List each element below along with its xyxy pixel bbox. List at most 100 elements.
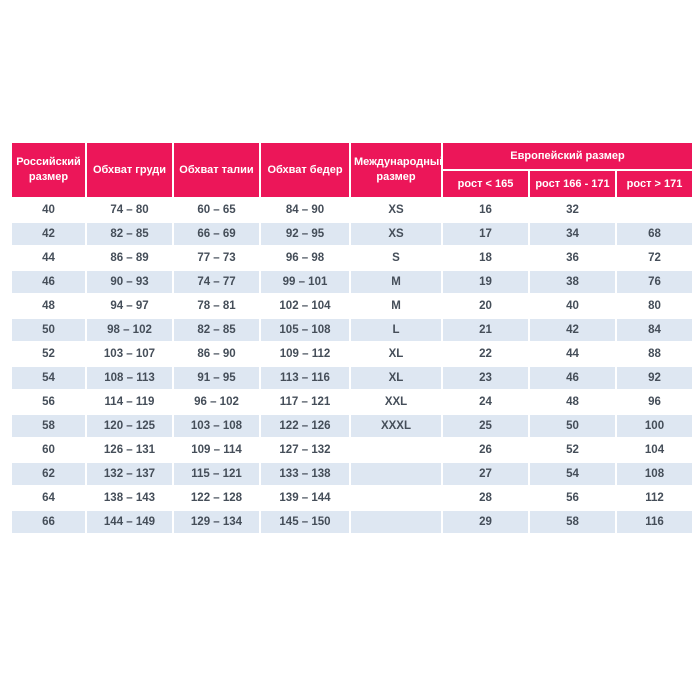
cell-international: XL [349, 365, 443, 391]
header-height-gt-171: рост > 171 [614, 169, 695, 199]
header-height-lt-165: рост < 165 [441, 169, 530, 199]
cell-height_lt_165: 28 [441, 485, 530, 511]
table-row: 40 74 – 80 60 – 65 84 – 90 XS 16 32 [10, 197, 695, 223]
cell-height_gt_171: 68 [614, 221, 695, 247]
cell-russian_size: 54 [10, 365, 87, 391]
cell-waist: 60 – 65 [172, 197, 261, 223]
table-row: 58 120 – 125 103 – 108 122 – 126 XXXL 25 50 100 [10, 413, 695, 439]
cell-chest: 138 – 143 [85, 485, 174, 511]
cell-russian_size: 52 [10, 341, 87, 367]
cell-international: L [349, 317, 443, 343]
cell-waist: 109 – 114 [172, 437, 261, 463]
cell-chest: 108 – 113 [85, 365, 174, 391]
cell-waist: 78 – 81 [172, 293, 261, 319]
cell-waist: 115 – 121 [172, 461, 261, 487]
cell-height_gt_171: 96 [614, 389, 695, 415]
table-row: 60 126 – 131 109 – 114 127 – 132 26 52 104 [10, 437, 695, 463]
cell-height_lt_165: 26 [441, 437, 530, 463]
header-waist: Обхват талии [172, 141, 261, 199]
cell-hips: 84 – 90 [259, 197, 351, 223]
cell-height_gt_171 [614, 197, 695, 223]
cell-waist: 129 – 134 [172, 509, 261, 535]
cell-international [349, 485, 443, 511]
cell-russian_size: 56 [10, 389, 87, 415]
cell-russian_size: 46 [10, 269, 87, 295]
header-hips: Обхват бедер [259, 141, 351, 199]
cell-height_166_171: 34 [528, 221, 617, 247]
cell-height_gt_171: 92 [614, 365, 695, 391]
table-row: 54 108 – 113 91 – 95 113 – 116 XL 23 46 92 [10, 365, 695, 391]
cell-height_166_171: 42 [528, 317, 617, 343]
header-row-sub: рост < 165 рост 166 - 171 рост > 171 [11, 169, 695, 199]
cell-chest: 94 – 97 [85, 293, 174, 319]
table-row: 62 132 – 137 115 – 121 133 – 138 27 54 108 [10, 461, 695, 487]
header-chest: Обхват груди [85, 141, 174, 199]
cell-chest: 98 – 102 [85, 317, 174, 343]
table-row: 44 86 – 89 77 – 73 96 – 98 S 18 36 72 [10, 245, 695, 271]
cell-hips: 102 – 104 [259, 293, 351, 319]
cell-height_gt_171: 100 [614, 413, 695, 439]
cell-hips: 122 – 126 [259, 413, 351, 439]
cell-hips: 96 – 98 [259, 245, 351, 271]
cell-russian_size: 44 [10, 245, 87, 271]
cell-international: XL [349, 341, 443, 367]
cell-hips: 127 – 132 [259, 437, 351, 463]
cell-height_lt_165: 25 [441, 413, 530, 439]
cell-height_lt_165: 24 [441, 389, 530, 415]
cell-waist: 96 – 102 [172, 389, 261, 415]
header-european-size-group: Европейский размер [440, 141, 695, 171]
cell-international: M [349, 293, 443, 319]
cell-height_166_171: 36 [528, 245, 617, 271]
cell-russian_size: 60 [10, 437, 87, 463]
cell-height_lt_165: 19 [441, 269, 530, 295]
table-row: 46 90 – 93 74 – 77 99 – 101 M 19 38 76 [10, 269, 695, 295]
cell-hips: 99 – 101 [259, 269, 351, 295]
cell-russian_size: 40 [10, 197, 87, 223]
cell-height_gt_171: 76 [614, 269, 695, 295]
cell-chest: 126 – 131 [85, 437, 174, 463]
cell-height_166_171: 58 [528, 509, 617, 535]
cell-chest: 82 – 85 [85, 221, 174, 247]
cell-chest: 114 – 119 [85, 389, 174, 415]
size-table: Российский размер Обхват груди Обхват та… [10, 141, 695, 535]
cell-hips: 133 – 138 [259, 461, 351, 487]
cell-height_gt_171: 80 [614, 293, 695, 319]
cell-height_166_171: 38 [528, 269, 617, 295]
cell-waist: 86 – 90 [172, 341, 261, 367]
table-row: 66 144 – 149 129 – 134 145 – 150 29 58 116 [10, 509, 695, 535]
cell-russian_size: 64 [10, 485, 87, 511]
cell-height_lt_165: 20 [441, 293, 530, 319]
cell-waist: 91 – 95 [172, 365, 261, 391]
cell-russian_size: 58 [10, 413, 87, 439]
cell-international: XS [349, 221, 443, 247]
cell-height_lt_165: 29 [441, 509, 530, 535]
cell-chest: 86 – 89 [85, 245, 174, 271]
cell-height_gt_171: 104 [614, 437, 695, 463]
cell-height_lt_165: 17 [441, 221, 530, 247]
cell-height_166_171: 40 [528, 293, 617, 319]
cell-height_166_171: 56 [528, 485, 617, 511]
cell-height_lt_165: 21 [441, 317, 530, 343]
cell-height_lt_165: 22 [441, 341, 530, 367]
cell-chest: 103 – 107 [85, 341, 174, 367]
header-international-size: Международный размер [349, 141, 443, 199]
cell-hips: 105 – 108 [259, 317, 351, 343]
size-table-body: 40 74 – 80 60 – 65 84 – 90 XS 16 32 42 82 – 85 66… [10, 197, 695, 535]
cell-height_gt_171: 112 [614, 485, 695, 511]
cell-height_gt_171: 108 [614, 461, 695, 487]
cell-height_lt_165: 16 [441, 197, 530, 223]
cell-height_gt_171: 116 [614, 509, 695, 535]
cell-international: XXL [349, 389, 443, 415]
cell-height_166_171: 54 [528, 461, 617, 487]
cell-waist: 66 – 69 [172, 221, 261, 247]
cell-international: S [349, 245, 443, 271]
cell-international [349, 437, 443, 463]
table-row: 48 94 – 97 78 – 81 102 – 104 M 20 40 80 [10, 293, 695, 319]
cell-height_166_171: 52 [528, 437, 617, 463]
cell-chest: 120 – 125 [85, 413, 174, 439]
cell-height_166_171: 46 [528, 365, 617, 391]
header-height-166-171: рост 166 - 171 [528, 169, 617, 199]
cell-height_gt_171: 88 [614, 341, 695, 367]
cell-international: M [349, 269, 443, 295]
size-chart: Российский размер Обхват груди Обхват та… [10, 141, 695, 535]
